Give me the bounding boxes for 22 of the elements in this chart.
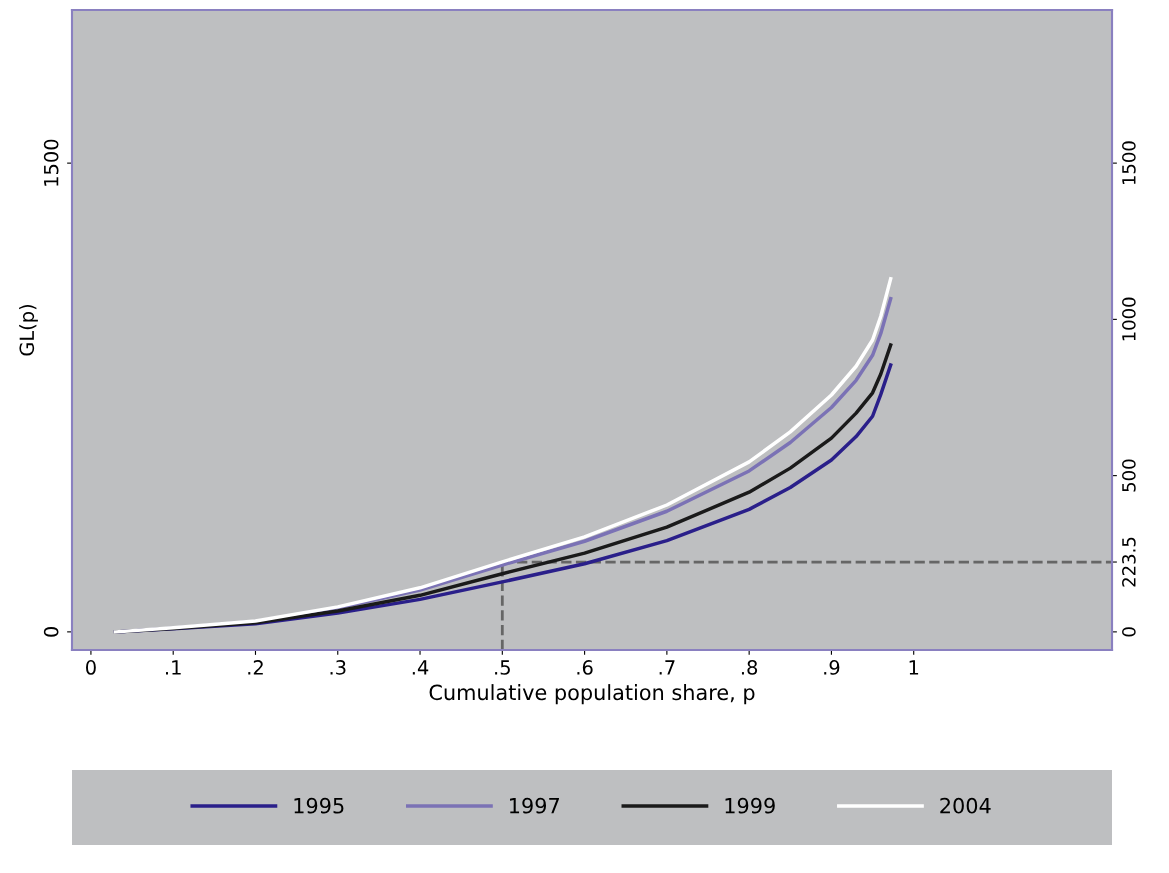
x-tick-label: .4 bbox=[412, 660, 429, 675]
x-tick-label: .6 bbox=[577, 660, 593, 675]
x-tick-label: .2 bbox=[248, 660, 263, 675]
x-tick-label: 0 bbox=[86, 660, 96, 675]
legend-label: 1999 bbox=[725, 797, 775, 814]
x-tick-label: .3 bbox=[330, 660, 346, 675]
x-tick-label: .5 bbox=[495, 660, 510, 675]
legend-label: 1997 bbox=[510, 797, 559, 814]
y2-tick-label: 1500 bbox=[1122, 141, 1136, 185]
legend-label: 2004 bbox=[940, 797, 991, 814]
x-tick-label: .8 bbox=[741, 660, 758, 675]
x-tick-label: .7 bbox=[659, 660, 675, 675]
x-tick-label: .1 bbox=[166, 660, 181, 675]
y2-tick-label: 500 bbox=[1122, 459, 1136, 492]
x-axis-title: Cumulative population share, p bbox=[429, 684, 755, 705]
y2-tick-label: 223.5 bbox=[1122, 537, 1136, 587]
y-axis-title: GL(p) bbox=[19, 304, 38, 356]
x-tick-label: .9 bbox=[824, 660, 840, 675]
y2-tick-label: 1000 bbox=[1122, 297, 1136, 341]
x-tick-label: 1 bbox=[909, 660, 919, 675]
legend-label: 1995 bbox=[294, 797, 344, 814]
y2-tick-label: 0 bbox=[1122, 627, 1136, 637]
